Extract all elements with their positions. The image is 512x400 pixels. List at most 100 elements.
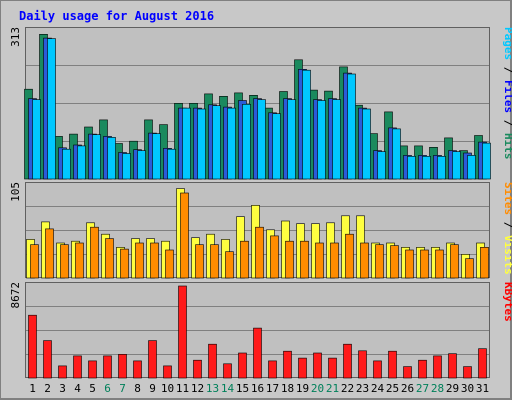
bar-pages [407, 156, 416, 180]
bar-kbytes [448, 353, 457, 379]
right-label-middle: Sites / Visits [502, 182, 512, 275]
bar-pages [227, 107, 236, 180]
panel-middle: 105 Sites / Visits [9, 182, 512, 279]
bar-pages [167, 148, 176, 180]
bar-pages [347, 73, 356, 180]
bar-kbytes [28, 314, 37, 379]
right-label-part: Sites [502, 182, 512, 215]
bar-kbytes [298, 357, 307, 379]
bar-pages [92, 134, 101, 180]
x-tick-label: 29 [446, 382, 459, 395]
right-label-part: KBytes [502, 282, 512, 322]
bar-kbytes [163, 365, 172, 379]
bar-pages [242, 104, 251, 180]
x-tick-label: 1 [29, 382, 36, 395]
bar-kbytes [178, 285, 187, 379]
bar-sites [45, 228, 54, 279]
bar-pages [257, 99, 266, 180]
x-tick-label: 18 [281, 382, 294, 395]
x-tick-label: 15 [236, 382, 249, 395]
x-tick-label: 22 [341, 382, 354, 395]
x-tick-label: 8 [134, 382, 141, 395]
bar-kbytes [313, 352, 322, 379]
bar-kbytes [478, 348, 487, 379]
x-tick-label: 10 [161, 382, 174, 395]
bar-kbytes [283, 350, 292, 379]
bar-sites [360, 242, 369, 279]
bar-sites [465, 258, 474, 279]
bar-kbytes [358, 350, 367, 379]
right-label-bottom: KBytes [502, 282, 512, 322]
x-tick-label: 26 [401, 382, 414, 395]
bar-sites [105, 238, 114, 279]
bar-sites [30, 244, 39, 279]
x-tick-label: 5 [89, 382, 96, 395]
x-tick-label: 12 [191, 382, 204, 395]
bar-pages [467, 155, 476, 180]
bar-kbytes [343, 343, 352, 379]
bar-kbytes [268, 360, 277, 379]
bar-pages [137, 150, 146, 180]
right-label-top: Pages / Files / Hits [502, 27, 512, 160]
bar-pages [272, 113, 281, 180]
chart-panels: 313 Pages / Files / Hits 105 Sites / Visits… [9, 27, 512, 379]
bar-pages [422, 156, 431, 180]
series-sites [30, 192, 489, 279]
panel-top: 313 Pages / Files / Hits [9, 27, 512, 180]
right-label-part: / [502, 113, 512, 133]
bar-kbytes [328, 357, 337, 379]
x-tick-label: 21 [326, 382, 339, 395]
bar-pages [47, 38, 56, 180]
right-label-part: / [502, 60, 512, 80]
bar-pages [482, 142, 491, 180]
bar-sites [345, 233, 354, 279]
bar-pages [377, 151, 386, 180]
x-tick-label: 11 [176, 382, 189, 395]
x-tick-label: 31 [476, 382, 489, 395]
bar-sites [210, 244, 219, 279]
series-kbytes [28, 285, 487, 379]
bar-pages [287, 99, 296, 180]
bar-sites [195, 244, 204, 279]
x-tick-label: 3 [59, 382, 66, 395]
bar-sites [270, 235, 279, 279]
x-tick-label: 7 [119, 382, 126, 395]
bar-pages [107, 137, 116, 180]
bar-kbytes [73, 355, 82, 379]
right-label-part: Files [502, 80, 512, 113]
right-label-part: Visits [502, 235, 512, 275]
bar-sites [255, 226, 264, 279]
bar-sites [285, 240, 294, 279]
bar-pages [122, 153, 131, 180]
x-tick-label: 4 [74, 382, 81, 395]
series-pages [32, 38, 491, 180]
bar-sites [120, 248, 129, 279]
bar-pages [392, 128, 401, 180]
bar-pages [437, 156, 446, 180]
x-tick-label: 20 [311, 382, 324, 395]
bar-pages [32, 99, 41, 180]
bar-kbytes [148, 340, 157, 379]
bar-sites [480, 247, 489, 279]
bar-pages [317, 100, 326, 180]
bar-sites [225, 251, 234, 279]
x-tick-label: 9 [149, 382, 156, 395]
x-tick-label: 19 [296, 382, 309, 395]
bar-kbytes [43, 340, 52, 379]
right-label-part: Hits [502, 133, 512, 160]
bar-sites [135, 242, 144, 279]
bar-pages [152, 133, 161, 180]
x-tick-label: 16 [251, 382, 264, 395]
bar-pages [77, 145, 86, 180]
bar-sites [450, 244, 459, 279]
bar-kbytes [193, 359, 202, 379]
bar-pages [197, 108, 206, 180]
bar-kbytes [463, 366, 472, 379]
bar-sites [240, 240, 249, 279]
bar-sites [75, 242, 84, 279]
bar-pages [182, 107, 191, 180]
bar-kbytes [103, 355, 112, 379]
bar-kbytes [388, 350, 397, 379]
x-axis-labels: 1 2 3 4 5 6 7 8 9 10 11 12 13 14 15 16 17 18 19 20 21 22 23 24 2… [29, 382, 489, 395]
